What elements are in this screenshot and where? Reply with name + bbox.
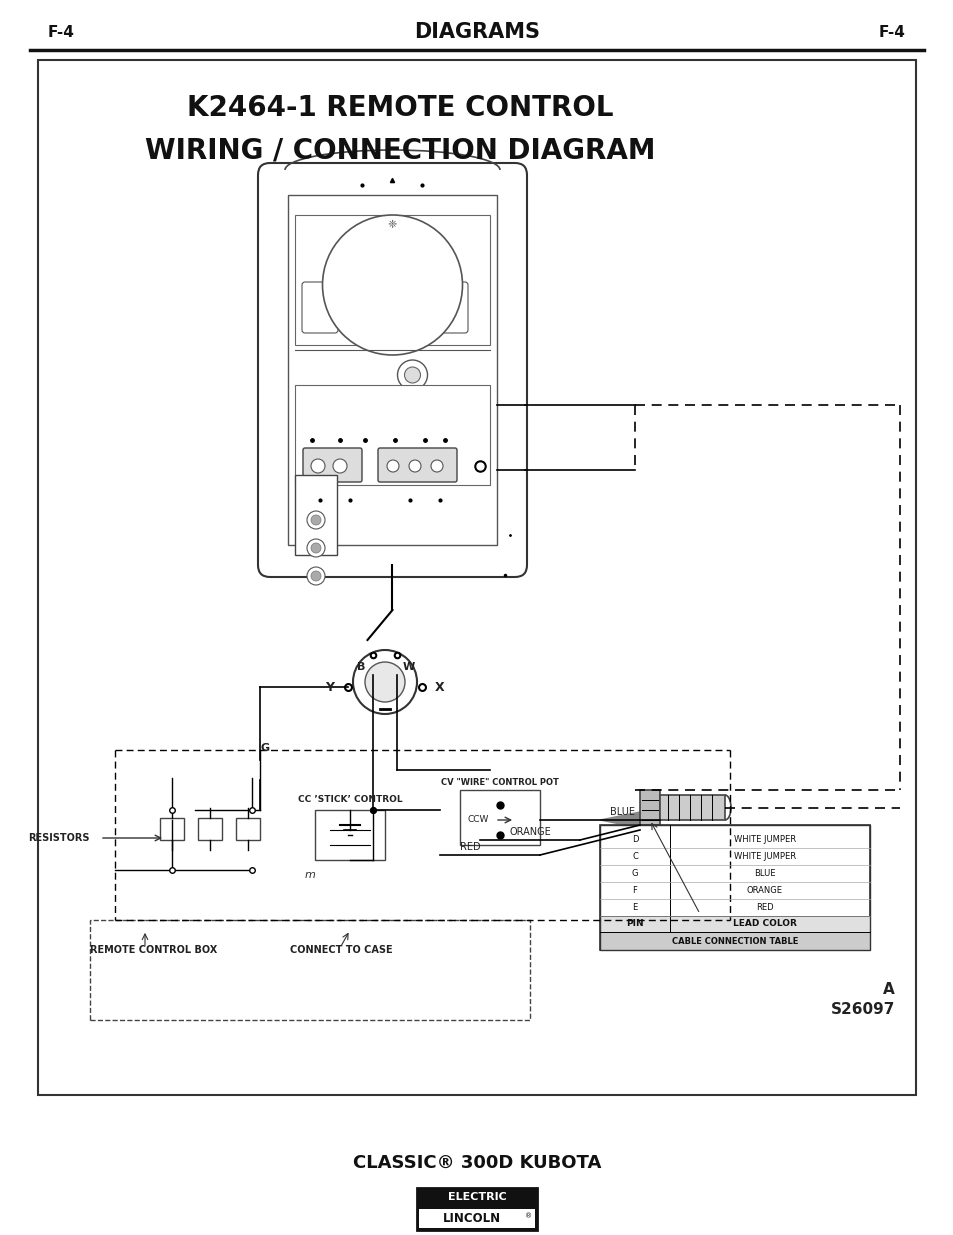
Bar <box>639 790 659 825</box>
Circle shape <box>307 511 325 529</box>
Bar <box>599 825 869 950</box>
Polygon shape <box>599 811 639 827</box>
Circle shape <box>404 367 420 383</box>
Bar <box>459 790 539 845</box>
Text: A: A <box>882 983 894 998</box>
Circle shape <box>409 459 420 472</box>
FancyBboxPatch shape <box>257 163 526 577</box>
Circle shape <box>311 459 325 473</box>
Text: ❈: ❈ <box>388 220 396 230</box>
Text: G: G <box>260 743 270 753</box>
Text: LEAD COLOR: LEAD COLOR <box>732 920 796 929</box>
Text: CLASSIC® 300D KUBOTA: CLASSIC® 300D KUBOTA <box>353 1153 600 1172</box>
Text: F-4: F-4 <box>879 25 905 40</box>
Bar <box>288 195 497 545</box>
Text: RED: RED <box>756 903 773 911</box>
Text: Y: Y <box>325 680 335 694</box>
Text: E: E <box>632 903 637 911</box>
Text: CV "WIRE" CONTROL POT: CV "WIRE" CONTROL POT <box>440 778 558 787</box>
Text: F: F <box>632 885 637 895</box>
Text: DIAGRAMS: DIAGRAMS <box>414 22 539 42</box>
Text: W: W <box>402 662 415 672</box>
Circle shape <box>307 538 325 557</box>
Circle shape <box>311 515 320 525</box>
Bar <box>418 1209 535 1228</box>
Text: CC ’STICK’ CONTROL: CC ’STICK’ CONTROL <box>297 795 402 804</box>
Circle shape <box>431 459 442 472</box>
Text: m: m <box>304 869 315 881</box>
Bar <box>294 385 490 485</box>
Bar <box>235 818 260 840</box>
Bar <box>294 475 336 555</box>
Circle shape <box>311 543 320 553</box>
FancyBboxPatch shape <box>303 448 361 482</box>
Bar <box>38 61 915 1095</box>
Text: CONNECT TO CASE: CONNECT TO CASE <box>290 945 393 955</box>
Bar <box>599 932 869 950</box>
Bar <box>198 818 222 840</box>
Text: S26097: S26097 <box>830 1003 894 1018</box>
FancyBboxPatch shape <box>302 282 337 333</box>
Circle shape <box>387 459 398 472</box>
Text: K2464-1 REMOTE CONTROL: K2464-1 REMOTE CONTROL <box>187 94 613 122</box>
Text: RESISTORS: RESISTORS <box>29 832 90 844</box>
Text: REMOTE CONTROL BOX: REMOTE CONTROL BOX <box>90 945 217 955</box>
Text: B: B <box>356 662 365 672</box>
Text: WIRING / CONNECTION DIAGRAM: WIRING / CONNECTION DIAGRAM <box>145 136 655 164</box>
Bar <box>294 215 490 345</box>
Circle shape <box>322 215 462 354</box>
Bar <box>314 810 385 860</box>
Text: RED: RED <box>459 842 480 852</box>
Text: WHITE JUMPER: WHITE JUMPER <box>733 835 795 844</box>
Text: BLUE: BLUE <box>609 806 635 818</box>
Bar <box>90 920 530 1020</box>
Text: WHITE JUMPER: WHITE JUMPER <box>733 852 795 861</box>
Circle shape <box>353 650 416 714</box>
Circle shape <box>333 459 347 473</box>
FancyBboxPatch shape <box>377 448 456 482</box>
Text: C: C <box>632 852 638 861</box>
Text: D: D <box>631 835 638 844</box>
Text: G: G <box>631 869 638 878</box>
Text: F-4: F-4 <box>48 25 74 40</box>
Text: ORANGE: ORANGE <box>746 885 782 895</box>
Text: LINCOLN: LINCOLN <box>442 1212 500 1225</box>
Bar <box>659 795 724 820</box>
Text: ORANGE: ORANGE <box>510 827 551 837</box>
Bar <box>599 916 869 932</box>
Text: ®: ® <box>525 1214 532 1219</box>
Circle shape <box>307 567 325 585</box>
FancyBboxPatch shape <box>432 282 468 333</box>
Text: ELECTRIC: ELECTRIC <box>447 1193 506 1203</box>
Circle shape <box>311 571 320 580</box>
Text: CABLE CONNECTION TABLE: CABLE CONNECTION TABLE <box>671 936 798 946</box>
Circle shape <box>365 662 405 701</box>
Circle shape <box>400 393 420 412</box>
Circle shape <box>397 359 427 390</box>
Text: PIN: PIN <box>625 920 643 929</box>
Bar <box>599 825 869 950</box>
Text: CCW: CCW <box>468 815 489 825</box>
Text: X: X <box>435 680 444 694</box>
Bar <box>160 818 184 840</box>
Text: BLUE: BLUE <box>754 869 775 878</box>
Bar <box>416 1188 537 1230</box>
